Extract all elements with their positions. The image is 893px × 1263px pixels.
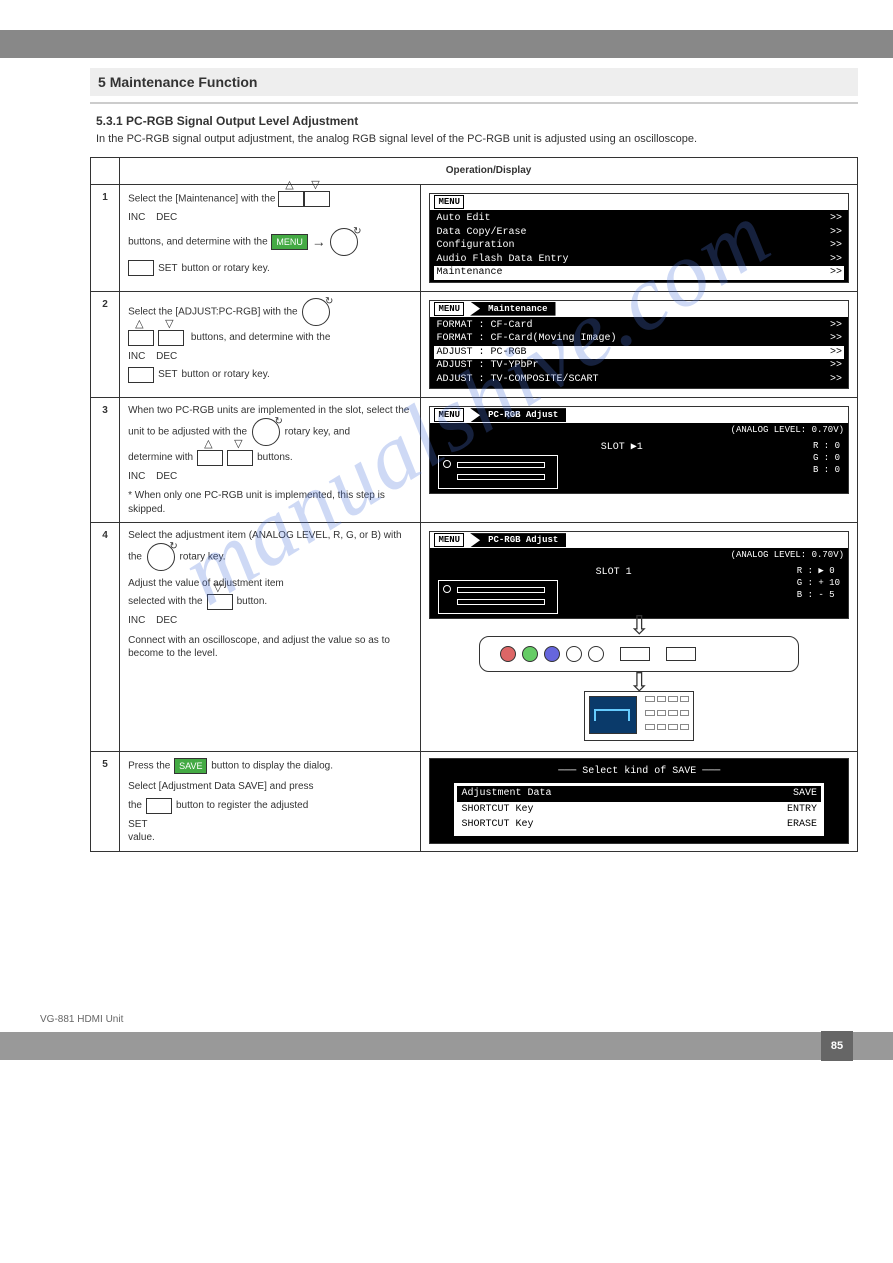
set-button[interactable] [146, 798, 172, 814]
dec-button[interactable] [207, 594, 233, 610]
dec-button[interactable] [304, 191, 330, 207]
procedure-table: Operation/Display 1 Select the [Maintena… [90, 157, 858, 851]
g-value: G : + 10 [797, 578, 840, 590]
rotary-knob-icon[interactable] [330, 228, 358, 256]
step-note: Connect with an oscilloscope, and adjust… [128, 634, 412, 661]
step-num: 5 [91, 751, 120, 851]
step-display: MENU Auto Edit>> Data Copy/Erase>> Confi… [421, 184, 858, 291]
top-bar [0, 30, 893, 58]
lcd-menu: MENUMaintenance FORMAT : CF-Card>> FORMA… [429, 300, 849, 390]
menu-item: Configuration [436, 239, 514, 253]
rotary-knob-icon[interactable] [147, 543, 175, 571]
menu-item: Data Copy/Erase [436, 226, 526, 240]
table-header: Operation/Display [120, 158, 858, 185]
dialog-header: ─── Select kind of SAVE ─── [434, 763, 844, 781]
inc-button[interactable] [197, 450, 223, 466]
step-text: Select the [ADJUST:PC-RGB] with the butt… [120, 291, 421, 398]
divider [90, 102, 858, 104]
inc-button[interactable] [128, 330, 154, 346]
step-num-blank [91, 158, 120, 185]
arrow-icon: → [312, 234, 326, 250]
chapter-title: Maintenance Function [110, 74, 258, 90]
save-button[interactable]: SAVE [174, 758, 207, 774]
set-button[interactable] [128, 367, 154, 383]
menu-item: FORMAT : CF-Card(Moving Image) [436, 332, 616, 346]
jack-icon [588, 646, 604, 662]
chapter-title-bar: 5 Maintenance Function [90, 68, 858, 96]
jack-icon [566, 646, 582, 662]
chapter-num: 5 [98, 74, 106, 90]
step-display: MENUMaintenance FORMAT : CF-Card>> FORMA… [421, 291, 858, 398]
arrow-down-icon: ⇩ [429, 619, 849, 632]
step-text: When two PC-RGB units are implemented in… [120, 398, 421, 523]
menu-item-selected: ADJUST : PC-RGB [436, 346, 526, 360]
arrow-down-icon: ⇩ [429, 676, 849, 689]
dec-label: DEC [156, 211, 177, 225]
step-num: 2 [91, 291, 120, 398]
analog-level: (ANALOG LEVEL: 0.70V) [430, 548, 848, 562]
save-option: SHORTCUT KeyERASE [457, 817, 821, 833]
slot-label: SLOT 1 [438, 566, 788, 580]
menu-tag: MENU [434, 408, 464, 422]
menu-item: FORMAT : CF-Card [436, 319, 532, 333]
dec-button[interactable] [227, 450, 253, 466]
g-value: G : 0 [813, 453, 840, 465]
lcd-menu: MENU Auto Edit>> Data Copy/Erase>> Confi… [429, 193, 849, 283]
port-icon [666, 647, 696, 661]
menu-item-selected: Maintenance [436, 266, 502, 280]
menu-button[interactable]: MENU [271, 234, 308, 250]
jack-b-icon [544, 646, 560, 662]
page-number: 85 [821, 1031, 853, 1061]
footer-bar: VG-881 HDMI Unit 85 [0, 1032, 893, 1060]
step-display: MENUPC-RGB Adjust (ANALOG LEVEL: 0.70V) … [421, 398, 858, 523]
lcd-adjust-panel: MENUPC-RGB Adjust (ANALOG LEVEL: 0.70V) … [429, 531, 849, 619]
port-icon [620, 647, 650, 661]
menu-tag: MENU [434, 533, 464, 547]
step-num: 3 [91, 398, 120, 523]
step-num: 4 [91, 523, 120, 752]
breadcrumb: Maintenance [470, 302, 555, 316]
rotary-knob-icon[interactable] [302, 298, 330, 326]
step-display: ─── Select kind of SAVE ─── Adjustment D… [421, 751, 858, 851]
dec-button[interactable] [158, 330, 184, 346]
slot-icon [438, 455, 558, 489]
set-label: SET [158, 262, 177, 276]
step-num: 1 [91, 184, 120, 291]
step-text: Press the SAVE button to display the dia… [120, 751, 421, 851]
step-text: Select the [Maintenance] with the INC DE… [120, 184, 421, 291]
step-note: * When only one PC-RGB unit is implement… [128, 489, 412, 516]
analog-level: (ANALOG LEVEL: 0.70V) [430, 423, 848, 437]
jack-r-icon [500, 646, 516, 662]
footer-model: VG-881 HDMI Unit [40, 1014, 123, 1025]
intro-text: In the PC-RGB signal output adjustment, … [96, 132, 853, 147]
set-button[interactable] [128, 260, 154, 276]
device-rear-icon [479, 636, 799, 672]
inc-label: INC [128, 211, 145, 225]
menu-item: Auto Edit [436, 212, 490, 226]
menu-item: Audio Flash Data Entry [436, 253, 568, 267]
save-dialog: ─── Select kind of SAVE ─── Adjustment D… [429, 758, 849, 844]
breadcrumb: PC-RGB Adjust [470, 408, 566, 422]
slot-icon [438, 580, 558, 614]
r-value: R : 0 [813, 441, 840, 453]
b-value: B : 0 [813, 465, 840, 477]
section-title: 5.3.1 PC-RGB Signal Output Level Adjustm… [96, 114, 893, 128]
oscilloscope-icon [584, 691, 694, 741]
inc-button[interactable] [278, 191, 304, 207]
menu-item: ADJUST : TV-YPbPr [436, 359, 538, 373]
breadcrumb: PC-RGB Adjust [470, 533, 566, 547]
slot-label: SLOT ▶1 [438, 441, 805, 455]
save-option-selected: Adjustment DataSAVE [457, 786, 821, 802]
r-value: R : ▶ 0 [797, 566, 840, 578]
lcd-adjust-panel: MENUPC-RGB Adjust (ANALOG LEVEL: 0.70V) … [429, 406, 849, 494]
menu-tag: MENU [434, 302, 464, 316]
save-option: SHORTCUT KeyENTRY [457, 802, 821, 818]
step-text: Select the adjustment item (ANALOG LEVEL… [120, 523, 421, 752]
jack-g-icon [522, 646, 538, 662]
rotary-knob-icon[interactable] [252, 418, 280, 446]
step-display: MENUPC-RGB Adjust (ANALOG LEVEL: 0.70V) … [421, 523, 858, 752]
menu-tag: MENU [434, 195, 464, 209]
b-value: B : - 5 [797, 590, 840, 602]
menu-item: ADJUST : TV-COMPOSITE/SCART [436, 373, 598, 387]
